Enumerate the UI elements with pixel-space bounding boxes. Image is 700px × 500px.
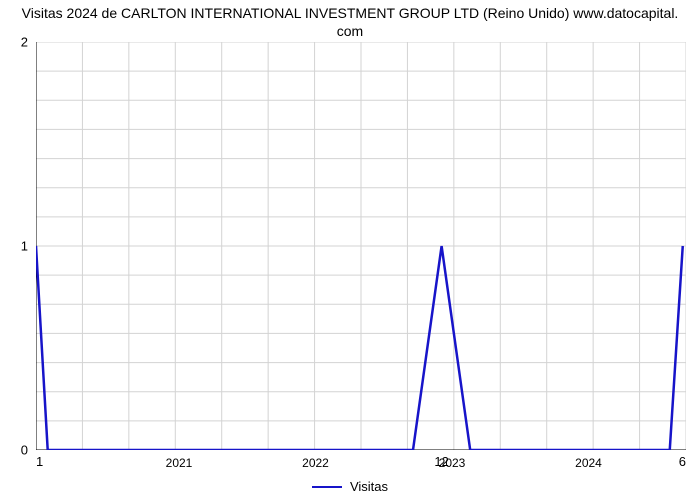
y-tick-1: 1 [21, 239, 28, 254]
legend-line [312, 486, 342, 488]
legend-label: Visitas [350, 479, 388, 494]
x-corner-6: 6 [679, 454, 686, 469]
chart-title: Visitas 2024 de CARLTON INTERNATIONAL IN… [0, 4, 700, 40]
legend: Visitas [0, 479, 700, 494]
y-tick-2: 2 [21, 35, 28, 50]
plot-svg [36, 42, 686, 450]
chart-title-line1: Visitas 2024 de CARLTON INTERNATIONAL IN… [22, 5, 679, 21]
chart-title-line2: com [337, 23, 363, 39]
x-corner-left: 1 [36, 454, 43, 469]
x-tick-2024: 2024 [575, 456, 602, 470]
plot-area: 0 1 2 2021 2022 2023 2024 1 12 6 [36, 42, 686, 450]
x-tick-2021: 2021 [166, 456, 193, 470]
chart-container: Visitas 2024 de CARLTON INTERNATIONAL IN… [0, 0, 700, 500]
x-tick-2022: 2022 [302, 456, 329, 470]
x-corner-12: 12 [434, 454, 448, 469]
y-tick-0: 0 [21, 443, 28, 458]
